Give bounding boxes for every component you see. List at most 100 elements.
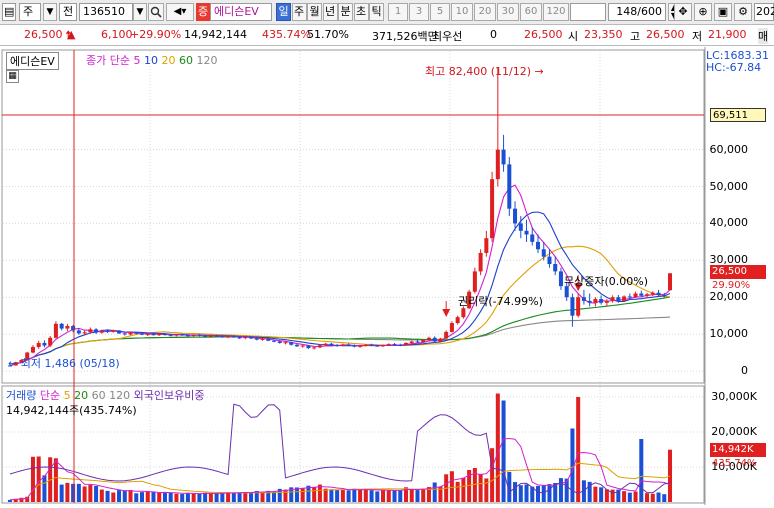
interval-button-20[interactable]: 20 <box>474 3 496 21</box>
interval-button-1[interactable]: 1 <box>388 3 408 21</box>
candle-body <box>667 273 673 291</box>
market-dropdown-icon[interactable]: ▼ <box>43 3 57 21</box>
volume-bar <box>122 490 127 502</box>
foreign-ratio-label: 외국인보유비중 <box>133 389 205 402</box>
market-select[interactable]: 주 <box>19 3 41 21</box>
candle-body <box>185 335 190 337</box>
interval-button-10[interactable]: 10 <box>451 3 473 21</box>
candle-body <box>346 344 351 346</box>
candle-body <box>363 344 368 346</box>
candle-body <box>226 335 231 338</box>
volume-bar <box>277 488 282 502</box>
candle-body <box>662 295 667 296</box>
candle-body <box>381 345 386 347</box>
candle-body <box>656 292 661 295</box>
volume-bar <box>168 492 173 502</box>
candle-body <box>392 344 397 346</box>
interval-button-30[interactable]: 30 <box>497 3 519 21</box>
interval-button-5[interactable]: 5 <box>430 3 450 21</box>
volume-bar <box>306 485 311 502</box>
price-volume-chart[interactable] <box>0 47 774 505</box>
ma-legend[interactable]: 종가 단순 5 10 20 60 120 <box>86 52 217 68</box>
candle-body <box>398 344 403 346</box>
volume-bar <box>226 492 231 502</box>
code-dropdown-icon[interactable]: ▼ <box>133 3 147 21</box>
stock-name[interactable]: 에디슨EV <box>210 3 272 21</box>
count-text: 148/600 <box>616 5 662 18</box>
crosshair-icon[interactable]: ✥ <box>674 3 692 21</box>
candle-body <box>294 344 299 347</box>
count-display: 148/600 <box>608 3 666 21</box>
grid-icon[interactable]: ▦ <box>6 70 19 83</box>
menu-icon[interactable]: ▤ <box>2 3 16 21</box>
candle-body <box>329 343 334 346</box>
high-annotation-text: 최고 82,400 (11/12) <box>425 65 532 78</box>
period-tab-2[interactable]: 월 <box>307 3 322 21</box>
period-tab-4[interactable]: 분 <box>338 3 353 21</box>
chart-area[interactable]: 에디슨EV ▦ 종가 단순 5 10 20 60 120 LC:1683.31 … <box>0 47 774 505</box>
save-icon[interactable]: ▣ <box>714 3 732 21</box>
candle-body <box>237 337 242 339</box>
volume-bar <box>593 486 598 502</box>
volume-tick-label: 10,000K <box>711 460 757 473</box>
candle-body <box>438 338 443 342</box>
period-tab-3[interactable]: 년 <box>322 3 338 21</box>
volume-legend[interactable]: 거래량 단순 5 20 60 120 외국인보유비중 <box>6 387 204 403</box>
candle-body <box>432 337 437 342</box>
volume: 14,942,144 <box>184 28 247 41</box>
interval-button-3[interactable]: 3 <box>409 3 429 21</box>
candle-body <box>352 345 357 347</box>
stock-code-input[interactable]: 136510 <box>79 3 133 21</box>
trade-tab[interactable]: 매 <box>758 28 769 44</box>
period-tab-1[interactable]: 주 <box>291 3 307 21</box>
candle-body <box>243 337 248 339</box>
candle-body <box>340 344 345 346</box>
ma-period-60: 60 <box>175 54 193 67</box>
mode-select[interactable]: 전 <box>59 3 77 21</box>
volume-bar <box>139 492 145 502</box>
volume-bar <box>249 492 254 502</box>
stock-tab-label: 에디슨EV <box>10 55 55 68</box>
volume-bar <box>455 481 460 502</box>
volume-bar <box>214 493 219 502</box>
period-tab-0[interactable]: 일 <box>276 3 291 21</box>
gear-icon[interactable]: ⚙ <box>734 3 752 21</box>
trade-amount: 371,526백만 <box>372 30 438 43</box>
interval-input[interactable] <box>570 3 606 21</box>
speaker-icon[interactable]: ◀▾ <box>166 3 194 21</box>
volume-bar <box>134 493 139 502</box>
volume-bar <box>467 469 472 502</box>
interval-button-60[interactable]: 60 <box>520 3 542 21</box>
candle-body <box>174 334 179 336</box>
volume-bar <box>386 490 391 502</box>
candle-body <box>587 300 592 303</box>
volume-bar <box>352 488 357 502</box>
volume-bar <box>645 493 650 502</box>
volume-bar <box>472 467 477 502</box>
volume-ma-period-60: 60 <box>88 389 106 402</box>
candle-body <box>180 334 185 336</box>
volume-bar <box>323 488 328 502</box>
volume-bar <box>667 449 673 502</box>
ma-period-20: 20 <box>157 54 176 67</box>
volume-bar <box>300 488 305 502</box>
candle-body <box>139 333 145 335</box>
candle-body <box>289 342 294 345</box>
candle-body <box>495 149 500 180</box>
year-field[interactable]: 202 <box>754 3 774 21</box>
period-tab-5[interactable]: 초 <box>353 3 369 21</box>
search-icon[interactable] <box>148 3 164 21</box>
interval-button-120[interactable]: 120 <box>543 3 569 21</box>
mode-select-value: 전 <box>63 5 74 18</box>
rights-annotation: 권리락(-74.99%) <box>458 295 543 308</box>
volume-bar <box>294 487 299 502</box>
compare-icon[interactable]: ⊕ <box>694 3 712 21</box>
stock-tab[interactable]: 에디슨EV <box>6 52 59 70</box>
candle-body <box>76 330 81 334</box>
candle-body <box>88 329 93 333</box>
period-tab-6[interactable]: 틱 <box>369 3 384 21</box>
candle-body <box>507 164 512 209</box>
change-arrow-icon: ▲ <box>67 28 76 41</box>
candle-body <box>541 249 546 257</box>
